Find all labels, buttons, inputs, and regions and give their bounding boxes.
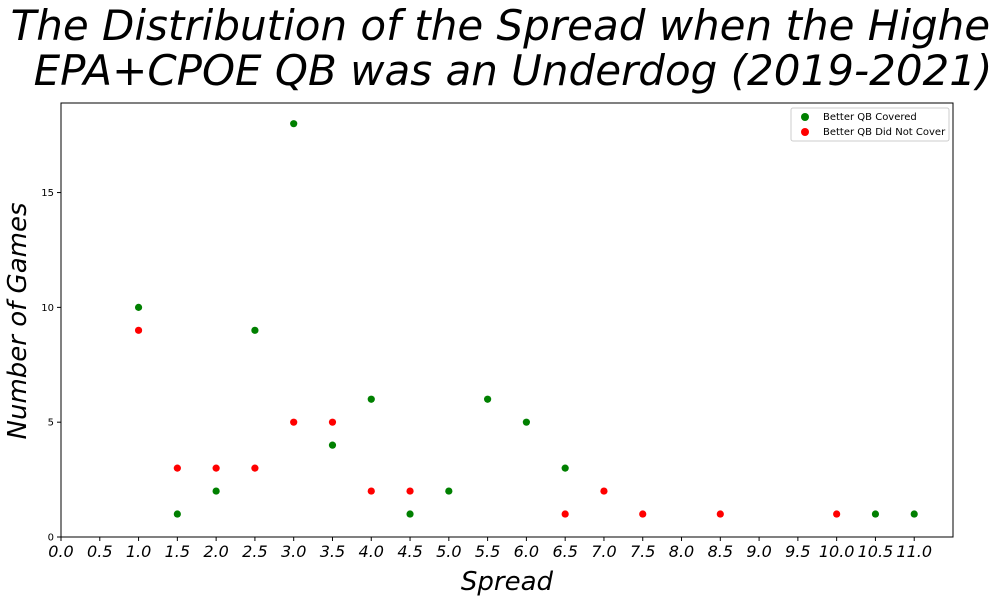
x-tick-label: 1.0: [126, 542, 151, 561]
x-tick-label: 2.0: [203, 542, 228, 561]
point-did-not-cover: [561, 510, 569, 518]
point-covered: [484, 395, 492, 403]
point-did-not-cover: [251, 464, 259, 472]
point-covered: [561, 464, 569, 472]
point-covered: [406, 510, 414, 518]
x-tick-label: 2.5: [242, 542, 267, 561]
legend: Better QB Covered Better QB Did Not Cove…: [790, 107, 950, 142]
y-tick-label: 10: [41, 303, 54, 314]
legend-marker-covered: [801, 113, 809, 121]
x-tick-label: 1.5: [165, 542, 190, 561]
point-covered: [445, 487, 453, 495]
x-tick-label: 3.5: [320, 542, 345, 561]
point-covered: [212, 487, 220, 495]
point-did-not-cover: [716, 510, 724, 518]
x-tick-label: 5.5: [475, 542, 500, 561]
point-covered: [367, 395, 375, 403]
point-covered: [522, 418, 530, 426]
point-did-not-cover: [212, 464, 220, 472]
x-tick-label: 0.5: [87, 542, 112, 561]
x-tick-label: 3.0: [281, 542, 306, 561]
y-tick-label: 5: [48, 418, 54, 429]
x-tick-label: 0.0: [48, 542, 73, 561]
x-tick-label: 10.5: [858, 542, 894, 561]
point-covered: [173, 510, 181, 518]
chart-title-line2: EPA+CPOE QB was an Underdog (2019-2021): [34, 46, 989, 95]
x-tick-label: 6.0: [514, 542, 539, 561]
point-covered: [290, 120, 298, 128]
plot-area: [60, 102, 954, 538]
x-tick-label: 4.0: [359, 542, 384, 561]
legend-label-did-not-cover: Better QB Did Not Cover: [823, 127, 946, 138]
y-tick-label: 15: [41, 188, 54, 199]
point-did-not-cover: [367, 487, 375, 495]
legend-label-covered: Better QB Covered: [823, 112, 917, 123]
data-points: [134, 120, 918, 518]
point-covered: [871, 510, 880, 518]
x-tick-label: 7.5: [630, 542, 655, 561]
point-did-not-cover: [328, 418, 337, 426]
point-covered: [251, 326, 259, 334]
x-tick-label: 5.0: [436, 542, 461, 561]
y-axis-ticks: 0 5 10 15: [41, 188, 61, 544]
point-did-not-cover: [173, 464, 181, 472]
point-did-not-cover: [639, 510, 647, 518]
y-axis-label: Number of Games: [3, 203, 33, 440]
point-did-not-cover: [290, 418, 298, 426]
point-did-not-cover: [833, 510, 841, 518]
x-tick-label: 8.0: [669, 542, 694, 561]
point-covered: [134, 303, 143, 311]
legend-marker-did-not-cover: [801, 128, 809, 136]
x-tick-label: 9.0: [746, 542, 771, 561]
y-tick-label: 0: [48, 533, 54, 544]
x-tick-label: 9.5: [785, 542, 810, 561]
x-tick-label: 4.5: [397, 542, 422, 561]
point-did-not-cover: [600, 487, 608, 495]
x-axis-ticks: 0.0 0.5 1.0 1.5 2.0 2.5 3.0 3.5 4.0 4.5 5.0 5.5 6.0 6…: [48, 537, 932, 561]
x-tick-label: 10.0: [819, 542, 855, 561]
legend-box: [790, 107, 950, 142]
x-tick-label: 6.5: [552, 542, 577, 561]
x-tick-label: 11.0: [896, 542, 932, 561]
point-did-not-cover: [406, 487, 414, 495]
x-tick-label: 7.0: [591, 542, 616, 561]
point-covered: [910, 510, 918, 518]
point-covered: [328, 441, 337, 449]
chart-title-line1: The Distribution of the Spread when the …: [11, 1, 989, 50]
point-did-not-cover: [134, 326, 143, 334]
x-tick-label: 8.5: [708, 542, 733, 561]
x-axis-label: Spread: [461, 567, 554, 597]
